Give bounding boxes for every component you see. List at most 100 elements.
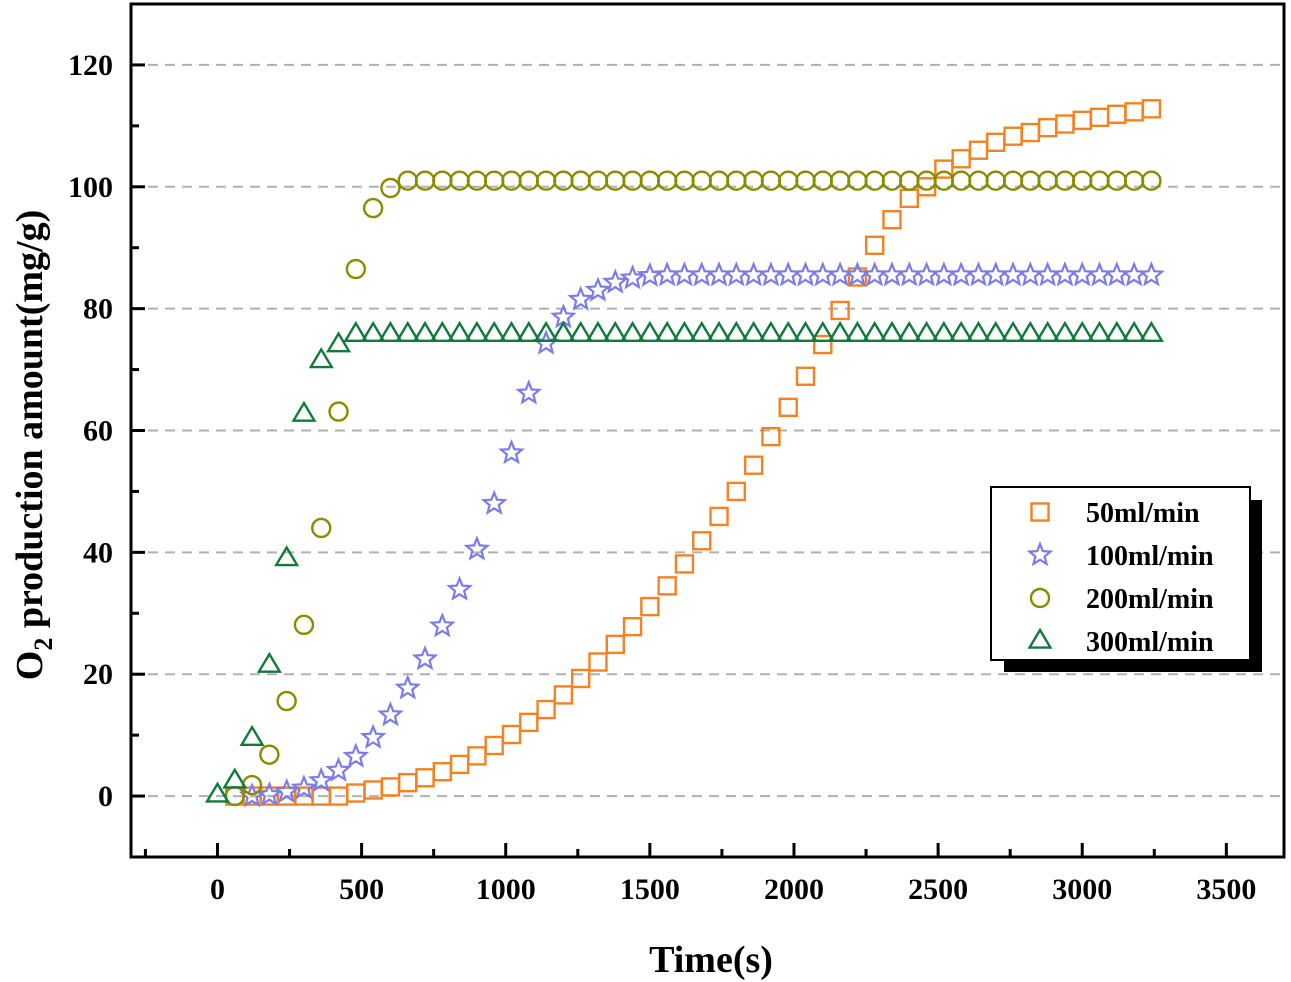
- data-point: [1002, 170, 1024, 191]
- data-point: [359, 723, 387, 749]
- data-point: [1003, 126, 1023, 146]
- data-point: [1103, 261, 1131, 287]
- data-point: [726, 481, 747, 502]
- data-point: [913, 261, 940, 287]
- data-point: [480, 489, 508, 515]
- y-tick-label: 0: [98, 780, 113, 813]
- data-point: [222, 767, 248, 789]
- data-point: [774, 261, 802, 287]
- data-point: [931, 320, 957, 343]
- data-point: [1089, 107, 1110, 128]
- data-point: [1035, 320, 1061, 343]
- data-point: [947, 261, 975, 287]
- data-point: [951, 149, 971, 169]
- data-point: [792, 320, 819, 343]
- data-point: [810, 320, 836, 343]
- data-point: [671, 320, 697, 343]
- data-point: [847, 267, 868, 287]
- y-tick-label: 60: [83, 415, 113, 448]
- data-point: [760, 170, 782, 191]
- data-point: [930, 261, 958, 287]
- data-point: [968, 140, 989, 160]
- data-point: [570, 668, 591, 689]
- data-point: [826, 261, 854, 287]
- y-tick-label: 80: [83, 293, 113, 326]
- data-point: [983, 320, 1009, 343]
- data-point: [395, 320, 421, 343]
- data-point: [1017, 320, 1043, 343]
- data-point: [778, 397, 798, 418]
- data-point: [484, 735, 504, 756]
- data-point: [1104, 320, 1130, 343]
- data-series: [204, 99, 1165, 808]
- data-point: [447, 320, 473, 343]
- data-point: [706, 320, 732, 343]
- data-point: [605, 634, 625, 655]
- data-point: [411, 645, 439, 671]
- y-tick-label: 120: [68, 49, 113, 82]
- data-point: [741, 320, 767, 343]
- data-point: [950, 170, 972, 191]
- legend-label: 300ml/min: [1086, 627, 1214, 658]
- data-point: [622, 616, 643, 637]
- data-point: [882, 209, 902, 230]
- data-point: [239, 724, 265, 746]
- data-point: [861, 261, 888, 287]
- data-point: [709, 506, 729, 527]
- data-point: [864, 170, 885, 191]
- data-point: [968, 170, 989, 191]
- data-point: [761, 426, 781, 447]
- data-point: [274, 545, 300, 567]
- data-point: [276, 690, 297, 712]
- data-point: [1121, 320, 1147, 343]
- data-point: [689, 320, 715, 343]
- data-point: [1037, 170, 1058, 191]
- data-point: [809, 261, 837, 287]
- data-point: [428, 612, 456, 638]
- y-tick-label: 20: [83, 658, 113, 691]
- data-point: [914, 320, 940, 343]
- data-point: [293, 614, 315, 636]
- data-point: [740, 261, 767, 287]
- data-point: [899, 188, 919, 209]
- data-point: [674, 554, 695, 574]
- data-point: [1138, 261, 1165, 287]
- data-point: [1017, 261, 1044, 287]
- data-point: [342, 742, 370, 768]
- data-point: [965, 320, 992, 343]
- data-point: [464, 320, 490, 343]
- data-point: [1141, 99, 1162, 119]
- data-point: [758, 320, 784, 343]
- data-point: [813, 334, 833, 355]
- data-point: [723, 320, 749, 343]
- data-point: [775, 320, 801, 343]
- data-point: [360, 320, 386, 343]
- legend: 50ml/min 100ml/min 200ml/min 300ml/min: [990, 486, 1262, 672]
- data-point: [346, 783, 366, 803]
- y-tick-label: 40: [83, 536, 113, 569]
- legend-label: 100ml/min: [1086, 541, 1214, 572]
- data-point: [844, 320, 870, 343]
- legend-label: 50ml/min: [1086, 498, 1200, 529]
- data-point: [1106, 170, 1128, 191]
- data-point: [380, 777, 401, 797]
- y-tick-label: 100: [68, 171, 113, 204]
- y-axis-title-main: O: [9, 651, 51, 681]
- data-point: [934, 159, 954, 179]
- data-point: [778, 170, 799, 191]
- y-axis-title-rest: production amount(mg/g): [9, 210, 51, 638]
- data-point: [986, 132, 1006, 153]
- legend-marker: [1026, 541, 1054, 567]
- data-point: [1055, 114, 1075, 134]
- data-point: [1020, 122, 1041, 143]
- data-point: [878, 261, 906, 287]
- data-point: [795, 366, 816, 386]
- data-point: [377, 320, 403, 343]
- data-point: [498, 438, 525, 465]
- data-point: [204, 781, 231, 803]
- data-point: [619, 320, 646, 343]
- data-point: [362, 197, 384, 219]
- data-point: [550, 320, 576, 343]
- data-point: [1120, 261, 1148, 287]
